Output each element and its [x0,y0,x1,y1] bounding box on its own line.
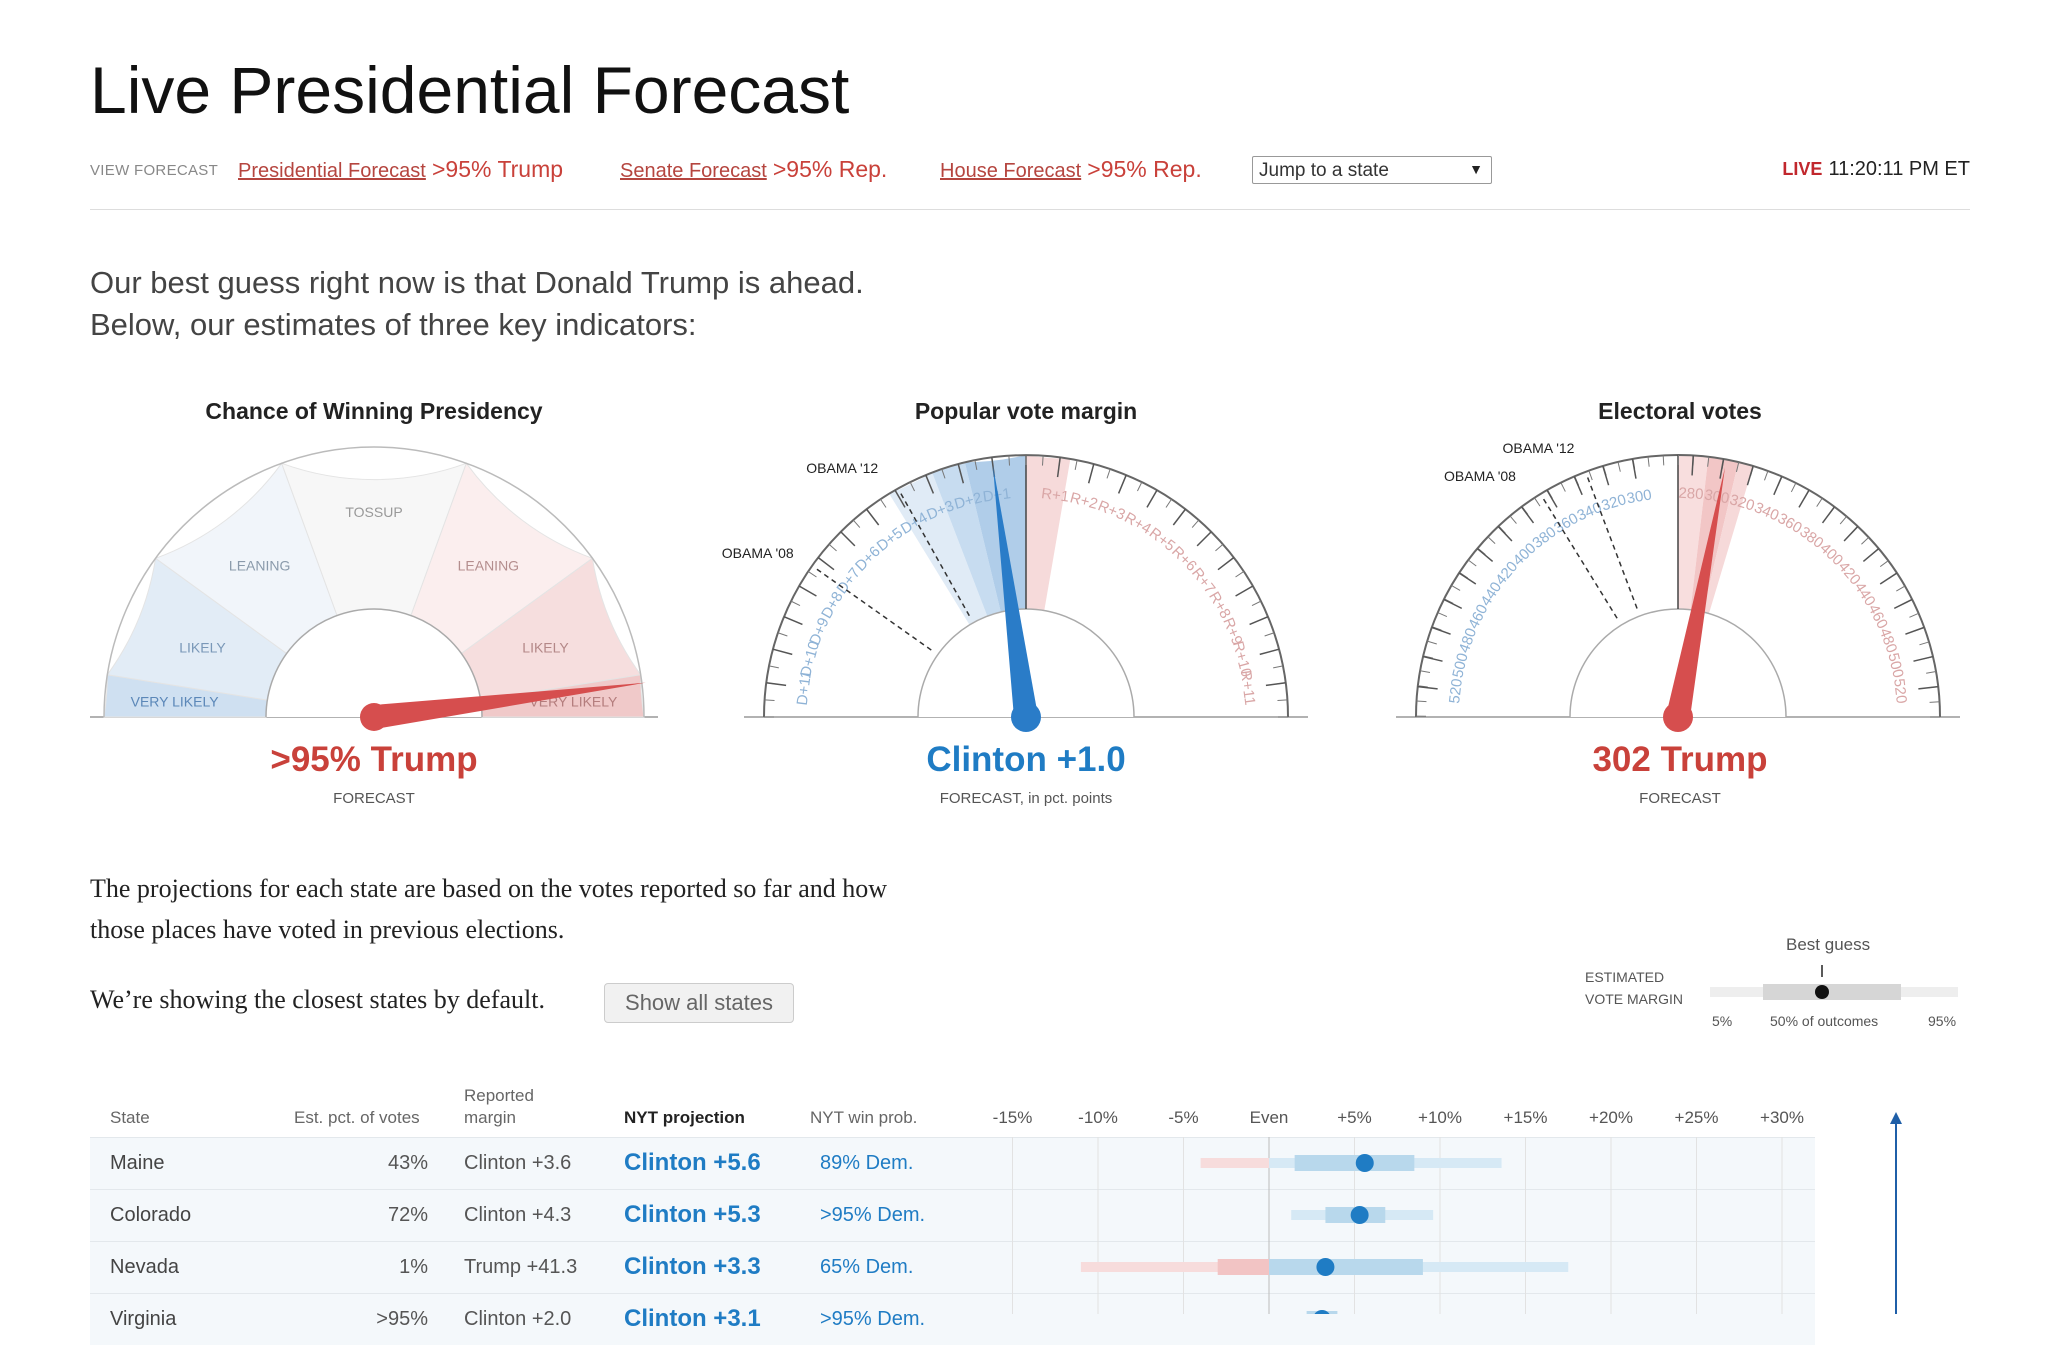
range-90-rep [1201,1158,1269,1168]
best-guess-dot [1356,1154,1374,1172]
up-arrow-icon [1890,1112,1902,1124]
best-guess-dot [1316,1258,1334,1276]
range-50-rep [1218,1259,1269,1275]
range-50-dem [1295,1155,1415,1171]
best-guess-dot [1351,1206,1369,1224]
range-50-dem [1269,1259,1423,1275]
distribution-chart [0,0,2050,1314]
